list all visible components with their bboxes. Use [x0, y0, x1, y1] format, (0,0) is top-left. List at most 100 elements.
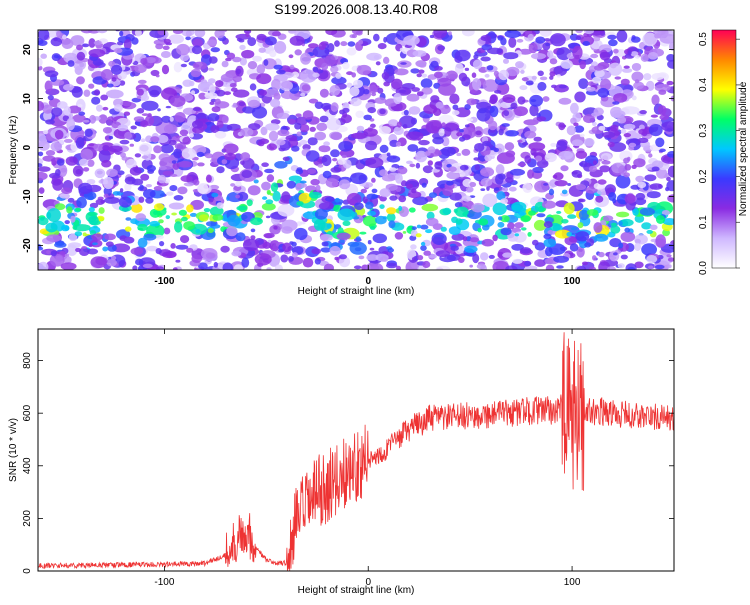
- heatmap-cell: [101, 159, 112, 168]
- heatmap-cell: [411, 87, 420, 92]
- heatmap-cell: [366, 52, 382, 61]
- heatmap-cell: [230, 87, 238, 92]
- heatmap-cell: [527, 169, 534, 179]
- heatmap-cell: [571, 170, 582, 178]
- heatmap-cell: [398, 195, 407, 203]
- heatmap-cell: [59, 193, 71, 199]
- heatmap-cell: [536, 116, 547, 122]
- heatmap-cell: [524, 155, 532, 164]
- heatmap-cell: [465, 186, 474, 193]
- heatmap-cell: [472, 78, 482, 91]
- heatmap-cell: [289, 35, 305, 46]
- heatmap-cell: [634, 242, 641, 251]
- heatmap-cell: [76, 76, 85, 85]
- snr-y-label: SNR (10 * v/v): [8, 418, 19, 482]
- snr-x-label: Height of straight line (km): [298, 585, 415, 596]
- heatmap-cell: [590, 53, 599, 59]
- heatmap-cell: [215, 80, 224, 88]
- heatmap-cell: [232, 75, 243, 83]
- heatmap-cell: [166, 191, 174, 196]
- heatmap-cell: [163, 227, 171, 235]
- heatmap-cell: [635, 175, 645, 183]
- heatmap-cell: [80, 148, 94, 161]
- heatmap-cell: [88, 38, 96, 48]
- heatmap-cell: [145, 184, 152, 188]
- heatmap-cell: [157, 108, 161, 112]
- heatmap-cell: [252, 55, 262, 62]
- heatmap-cell: [256, 73, 272, 85]
- heatmap-cell: [150, 136, 160, 143]
- heatmap-cell: [594, 233, 609, 242]
- heatmap-cell: [560, 165, 569, 172]
- heatmap-cell: [125, 158, 137, 169]
- heatmap-cell: [186, 247, 194, 253]
- heatmap-cell: [276, 112, 290, 120]
- colorbar-tick-label: 0.2: [698, 169, 709, 183]
- heatmap-cell: [183, 182, 195, 187]
- heatmap-cell: [300, 52, 312, 65]
- heatmap-cell: [139, 184, 144, 191]
- heatmap-cell: [473, 157, 480, 161]
- heatmap-cell: [256, 33, 267, 41]
- heatmap-cell: [190, 68, 202, 78]
- heatmap-cell: [180, 63, 187, 68]
- heatmap-cell: [318, 145, 331, 153]
- heatmap-cell: [567, 183, 572, 186]
- heatmap-cell: [210, 47, 220, 53]
- heatmap-cell: [498, 173, 506, 180]
- heatmap-cell: [294, 122, 302, 130]
- heatmap-cell: [402, 231, 407, 234]
- heatmap-cell: [223, 143, 239, 154]
- heatmap-cell: [123, 39, 132, 50]
- heatmap-cell: [420, 245, 427, 252]
- heatmap-cell: [504, 142, 515, 151]
- heatmap-cell: [71, 86, 83, 98]
- heatmap-cell: [597, 87, 609, 98]
- heatmap-cell: [420, 224, 429, 230]
- heatmap-cell: [250, 235, 256, 240]
- heatmap-cell: [102, 145, 110, 151]
- heatmap-cell: [266, 174, 275, 183]
- heatmap-cell: [169, 185, 178, 192]
- heatmap-cell: [620, 128, 627, 134]
- heatmap-cell: [266, 143, 278, 151]
- heatmap-cell: [239, 57, 247, 66]
- heatmap-cell: [330, 65, 339, 73]
- heatmap-cell: [77, 104, 83, 108]
- heatmap-cell: [98, 207, 105, 214]
- heatmap-cell: [578, 209, 590, 221]
- heatmap-cell: [299, 124, 310, 133]
- heatmap-cell: [214, 131, 227, 139]
- heatmap-cell: [88, 243, 93, 247]
- heatmap-cell: [209, 184, 220, 190]
- heatmap-cell: [403, 35, 420, 46]
- heatmap-cell: [383, 81, 390, 87]
- heatmap-cell: [97, 30, 108, 34]
- heatmap-cell: [379, 144, 389, 153]
- heatmap-cell: [592, 76, 602, 84]
- heatmap-cell: [469, 116, 478, 123]
- heatmap-cell: [494, 89, 502, 94]
- heatmap-cell: [379, 256, 389, 262]
- heatmap-cell: [537, 70, 544, 77]
- heatmap-cell: [205, 221, 217, 227]
- heatmap-cell: [608, 192, 617, 201]
- heatmap-cell: [415, 162, 421, 169]
- heatmap-cell: [62, 256, 72, 264]
- heatmap-cell: [308, 43, 319, 49]
- heatmap-cell: [342, 102, 350, 108]
- heatmap-cell: [119, 139, 130, 145]
- heatmap-cell: [141, 155, 149, 159]
- heatmap-cell: [307, 137, 318, 146]
- heatmap-cell: [406, 93, 420, 102]
- heatmap-cell: [135, 258, 144, 266]
- heatmap-cell: [570, 227, 578, 231]
- heatmap-cell: [319, 88, 329, 98]
- heatmap-cell: [302, 110, 314, 120]
- heatmap-cell: [100, 94, 109, 101]
- heatmap-cell: [207, 39, 217, 46]
- heatmap-cell: [631, 36, 641, 43]
- heatmap-cell: [334, 40, 340, 47]
- heatmap-cell: [192, 107, 202, 112]
- heatmap-cell: [383, 36, 388, 43]
